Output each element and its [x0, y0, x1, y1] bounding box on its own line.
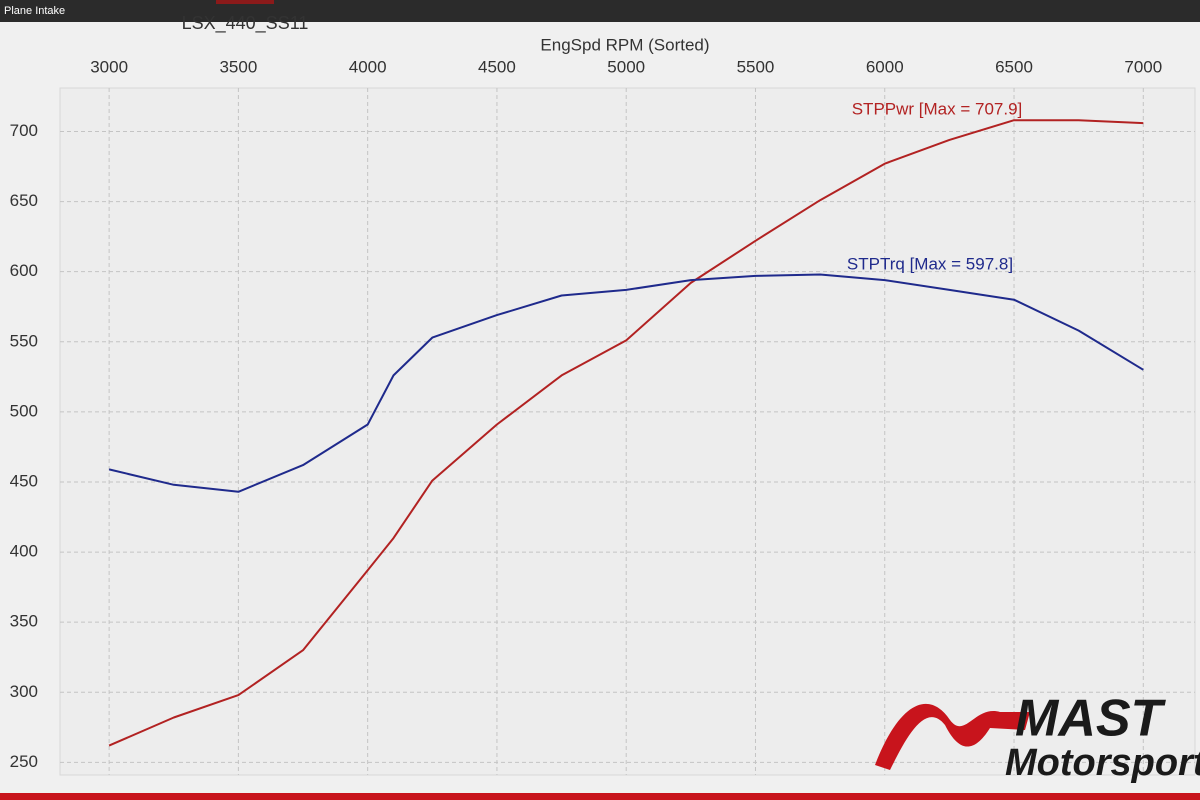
- y-tick-label: 500: [10, 401, 38, 420]
- y-tick-label: 400: [10, 542, 38, 561]
- x-tick-label: 3000: [90, 57, 128, 76]
- y-tick-label: 350: [10, 612, 38, 631]
- plot-area: [59, 87, 1196, 776]
- series-line: [108, 273, 1144, 493]
- x-tick-label: 4500: [478, 57, 516, 76]
- x-tick-label: 5000: [607, 57, 645, 76]
- bottom-strip: [0, 793, 1200, 800]
- y-tick-label: 300: [10, 682, 38, 701]
- y-tick-label: 650: [10, 191, 38, 210]
- title-bar: [0, 0, 1200, 22]
- logo-subtext: Motorsports: [1005, 742, 1200, 784]
- y-tick-label: 600: [10, 261, 38, 280]
- y-tick-label: 700: [10, 121, 38, 140]
- y-tick-label: 450: [10, 471, 38, 490]
- logo-text: MAST: [1015, 690, 1167, 748]
- x-axis-title: EngSpd RPM (Sorted): [540, 35, 709, 54]
- y-tick-label: 550: [10, 331, 38, 350]
- x-tick-label: 5500: [737, 57, 775, 76]
- logo: MAST Motorsports: [875, 690, 1200, 784]
- x-tick-label: 4000: [349, 57, 387, 76]
- series-line: [108, 119, 1144, 747]
- x-tick-label: 3500: [219, 57, 257, 76]
- window-title: Plane Intake: [4, 5, 65, 17]
- series-annotation: STPTrq [Max = 597.8]: [847, 254, 1013, 273]
- y-tick-label: 250: [10, 752, 38, 771]
- run-swatch: [216, 0, 274, 4]
- series-annotation: STPPwr [Max = 707.9]: [852, 99, 1023, 118]
- logo-swoosh: [875, 703, 1030, 770]
- x-tick-label: 6000: [866, 57, 904, 76]
- x-tick-label: 6500: [995, 57, 1033, 76]
- x-tick-label: 7000: [1124, 57, 1162, 76]
- run-name: LSX_440_SS11: [182, 13, 309, 34]
